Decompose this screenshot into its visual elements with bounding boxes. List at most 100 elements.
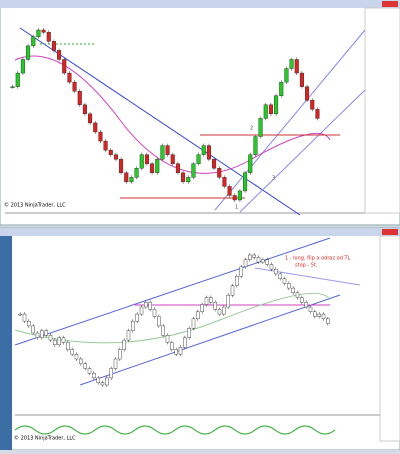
candle (44, 330, 48, 336)
candle (174, 349, 178, 355)
candle (175, 163, 180, 174)
candle (113, 154, 118, 160)
candle (161, 325, 165, 336)
candle (274, 95, 279, 115)
candle (268, 104, 273, 115)
candle (82, 104, 87, 115)
channel-line (14, 237, 331, 346)
taskbar (0, 236, 12, 450)
candle (87, 368, 92, 374)
candle (227, 186, 232, 196)
candle (178, 346, 183, 355)
candle (209, 297, 213, 303)
candle (186, 177, 191, 183)
candle (40, 330, 44, 338)
candle (226, 294, 230, 308)
candle (310, 100, 315, 110)
candle (191, 163, 196, 178)
price-axis (379, 235, 400, 442)
candle (258, 118, 263, 137)
candle (88, 113, 93, 124)
moving-average (14, 292, 331, 344)
candle (131, 320, 135, 331)
candle (46, 32, 51, 42)
candle (248, 254, 252, 260)
candle (304, 302, 308, 308)
candle (83, 363, 87, 369)
candle (256, 257, 261, 263)
candle (287, 283, 291, 289)
candle (237, 190, 242, 201)
candle (129, 177, 134, 183)
candle (119, 158, 124, 173)
candle (317, 313, 321, 317)
candle (200, 304, 204, 312)
candle (315, 109, 320, 119)
candle (157, 316, 161, 327)
candle (282, 278, 287, 284)
annotation: 1 - long, flip a odraz od TL (285, 256, 351, 262)
candle (126, 330, 131, 341)
candle (253, 136, 258, 155)
wave-label: 3 (272, 176, 275, 182)
close-button[interactable] (382, 229, 398, 235)
trend-line (254, 267, 361, 286)
candle (41, 29, 46, 33)
candle (134, 168, 139, 178)
candle (62, 59, 67, 74)
candle (139, 154, 144, 169)
top-window (0, 0, 400, 226)
candle (122, 339, 126, 350)
candle (191, 318, 196, 329)
candle (135, 313, 139, 322)
candle (152, 309, 157, 317)
candle (165, 145, 170, 155)
candle (295, 292, 300, 298)
candle (204, 297, 209, 305)
candle (103, 140, 108, 151)
candle (124, 172, 129, 183)
candle (289, 59, 294, 69)
candle (206, 145, 211, 160)
candle (57, 50, 62, 60)
candle (36, 29, 41, 38)
candle (170, 342, 174, 350)
candle (217, 309, 222, 315)
price-axis (364, 7, 400, 214)
close-button[interactable] (382, 1, 398, 7)
candle (183, 337, 187, 348)
candle (294, 59, 299, 74)
candle (66, 342, 70, 350)
candle (26, 45, 31, 60)
candle (160, 145, 165, 160)
candle (150, 163, 155, 174)
oscillator (14, 425, 336, 435)
candle (57, 337, 61, 346)
candle (252, 254, 256, 258)
candle (139, 306, 144, 315)
candle (284, 68, 289, 83)
candle (48, 335, 53, 341)
candle (212, 158, 217, 169)
candle (279, 81, 284, 96)
channel-line (79, 294, 341, 386)
candle (213, 302, 217, 310)
candle (305, 86, 310, 101)
candle (222, 306, 226, 315)
candle (92, 372, 96, 379)
candle (144, 302, 148, 308)
candle (15, 72, 20, 87)
candle (243, 172, 248, 192)
candle (232, 195, 237, 201)
candle (299, 72, 304, 87)
copyright: © 2013 NinjaTrader, LLC (4, 202, 66, 209)
candle (31, 36, 36, 47)
candle (27, 320, 31, 327)
candle (187, 328, 191, 338)
candle (274, 268, 278, 275)
candle (98, 131, 103, 142)
candle (291, 287, 295, 294)
candle (10, 86, 15, 88)
candle (113, 358, 118, 369)
